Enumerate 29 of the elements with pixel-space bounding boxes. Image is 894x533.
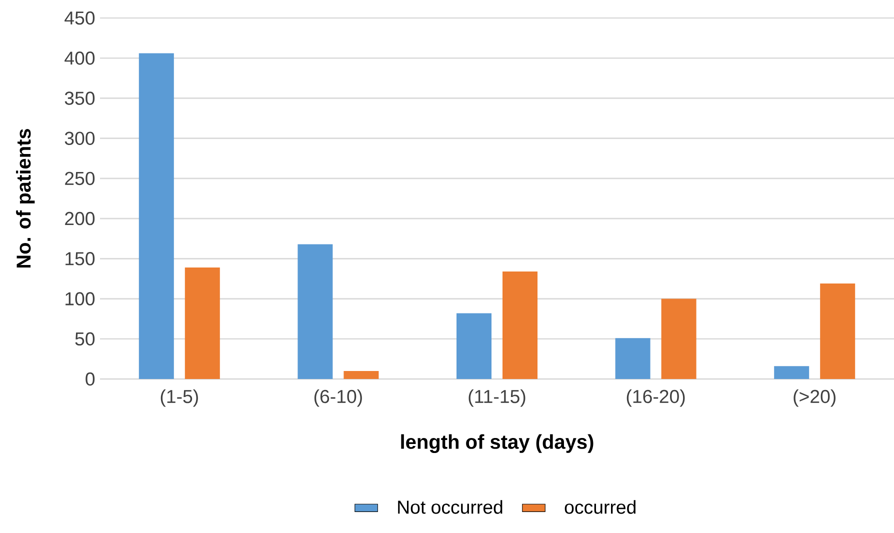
bar [820,284,856,379]
bar [184,267,220,379]
bar [774,366,810,379]
bar [138,53,174,379]
bar [298,244,333,379]
y-tick-label: 350 [64,92,95,105]
y-axis-title: No. of patients [16,128,35,268]
x-tick-label: (11-15) [468,389,526,407]
legend-label: occurred [564,500,636,514]
y-tick-label: 150 [66,252,95,266]
y-tick-label: 400 [64,51,95,65]
y-tick-label: 100 [66,292,95,306]
y-tick-label: 0 [86,372,95,386]
y-tick-label: 50 [75,332,95,346]
x-tick-label: (>20) [794,389,836,407]
y-tick-label: 300 [64,132,95,145]
bar [456,313,492,379]
bar [344,370,379,379]
bar [615,338,650,379]
y-tick-label: 250 [65,172,95,186]
legend-label: Not occurred [398,500,502,514]
x-axis-title: length of stay (days) [401,434,594,453]
bar [661,298,696,379]
x-tick-label: (6-10) [314,389,362,407]
x-tick-label: (16-20) [626,389,685,407]
x-tick-label: (1-5) [160,389,198,407]
y-tick-label: 450 [64,11,95,25]
bar [502,272,538,379]
y-tick-label: 200 [65,212,95,226]
